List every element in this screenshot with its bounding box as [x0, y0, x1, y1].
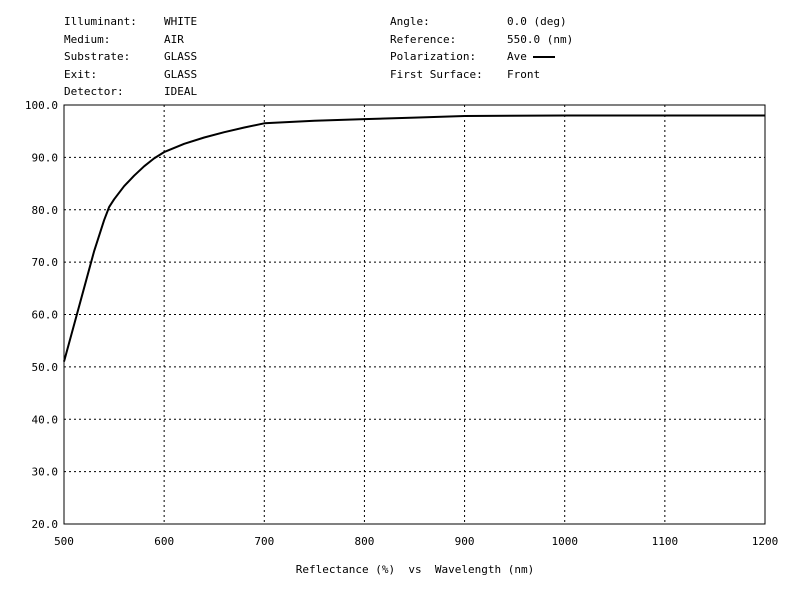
param-left-key: Substrate: [64, 50, 131, 63]
param-left-value: GLASS [164, 67, 198, 81]
x-tick-label: 700 [254, 535, 274, 548]
x-axis-label-text: Reflectance (%) vs Wavelength (nm) [295, 563, 535, 576]
param-left-row: Detector: IDEAL [64, 83, 197, 101]
param-left-row: Medium: AIR [64, 31, 197, 49]
param-right-key: Reference: [390, 32, 457, 46]
x-tick-label: 600 [154, 535, 174, 548]
param-right-value: Ave [507, 50, 527, 63]
x-tick-label: 500 [54, 535, 74, 548]
param-left-value: GLASS [164, 50, 198, 63]
param-right-row: Polarization: Ave [390, 48, 573, 66]
axes [63, 104, 766, 525]
param-right-row: Reference: 550.0 (nm) [390, 31, 573, 49]
param-right-row: Angle: 0.0 (deg) [390, 13, 573, 31]
x-tick-label: 1200 [752, 535, 779, 548]
x-tick-label: 1100 [652, 535, 679, 548]
y-tick-label: 60.0 [32, 309, 59, 322]
grid [64, 105, 765, 524]
tick-labels: 500 600 700 800 900 1000 1100 1200 20.0 30.0 40.0 5… [25, 99, 778, 548]
x-tick-label: 900 [455, 535, 475, 548]
param-left-value: WHITE [164, 15, 198, 28]
y-tick-label: 80.0 [32, 204, 59, 217]
param-right-value: 0.0 (deg) [507, 15, 567, 28]
legend-line-swatch [532, 56, 555, 58]
param-right-value: 550.0 (nm) [507, 32, 574, 46]
param-left-value: IDEAL [164, 85, 198, 98]
param-left-row: Substrate: GLASS [64, 48, 197, 66]
param-right-key: Angle: [390, 15, 430, 28]
y-tick-label: 70.0 [32, 256, 59, 269]
param-right-value: Front [507, 67, 541, 81]
x-tick-label: 1000 [551, 535, 578, 548]
param-left-key: Illuminant: [64, 15, 137, 28]
param-left-key: Detector: [64, 85, 124, 98]
y-tick-label: 90.0 [32, 151, 59, 164]
y-tick-label: 20.0 [32, 518, 59, 531]
series-layer [63, 114, 765, 362]
y-tick-label: 100.0 [25, 99, 58, 112]
param-left-key: Exit: [64, 67, 98, 81]
series-line-ave [63, 114, 765, 362]
y-tick-label: 30.0 [32, 466, 59, 479]
x-tick-label: 800 [354, 535, 374, 548]
plot-frame [63, 104, 766, 525]
param-left-value: AIR [164, 32, 184, 46]
param-left-row: Illuminant: WHITE [64, 13, 197, 31]
param-right-row: First Surface: Front [390, 66, 573, 84]
param-right-key: First Surface: [390, 67, 483, 81]
param-left-row: Exit: GLASS [64, 66, 197, 84]
x-axis-label: Reflectance (%) vs Wavelength (nm) [0, 563, 800, 576]
y-tick-label: 50.0 [32, 361, 59, 374]
param-left-key: Medium: [64, 32, 111, 46]
simulation-parameters-left: Illuminant: WHITE Medium: AIR Substrate: GLAS… [64, 13, 197, 101]
param-right-key: Polarization: [390, 50, 477, 63]
y-tick-label: 40.0 [32, 413, 59, 426]
simulation-parameters-right: Angle: 0.0 (deg) Reference: 550.0 (nm) Polar… [390, 13, 573, 83]
